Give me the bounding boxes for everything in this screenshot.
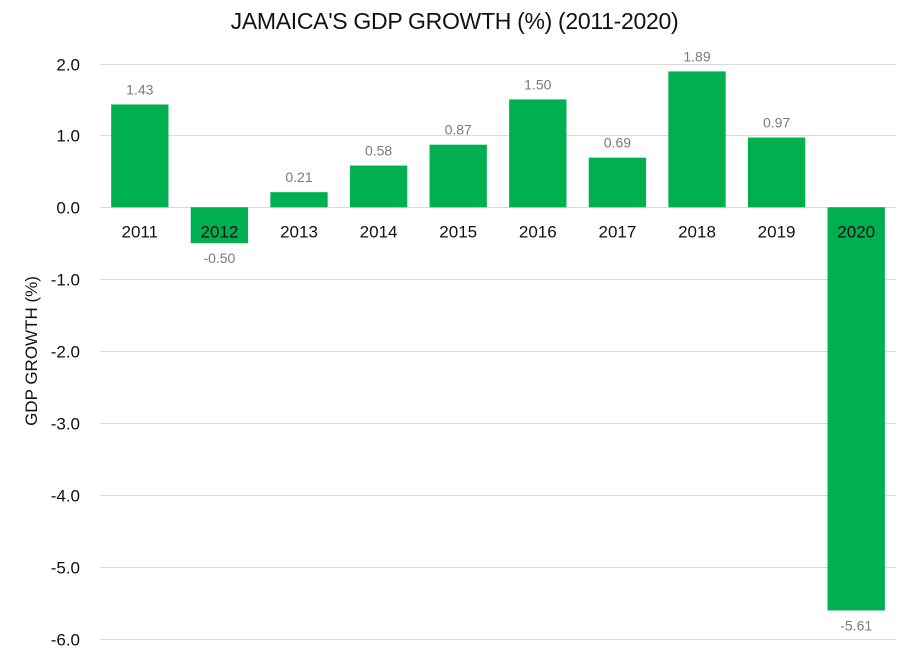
bar-2012 — [190, 207, 249, 244]
data-label: 0.69 — [604, 135, 631, 151]
bar-2020 — [827, 207, 885, 611]
y-tick-label: 0.0 — [56, 199, 80, 218]
bar-2017 — [588, 157, 647, 208]
data-label: 1.50 — [524, 76, 551, 92]
y-tick-label: -2.0 — [51, 343, 80, 362]
bar-2014 — [349, 165, 408, 208]
bars — [111, 71, 885, 611]
y-tick-label: 2.0 — [56, 56, 80, 75]
data-label: -5.61 — [840, 617, 872, 633]
bar-2019 — [747, 137, 806, 208]
bar-2013 — [270, 192, 328, 208]
y-tick-label: -3.0 — [51, 415, 80, 434]
x-category-label: 2011 — [122, 222, 159, 241]
x-category-label: 2015 — [439, 222, 477, 241]
y-tick-label: -4.0 — [51, 487, 80, 506]
x-category-label: 2017 — [598, 222, 636, 241]
data-label: 0.87 — [445, 122, 472, 138]
bar-2015 — [429, 144, 487, 208]
bar-2011 — [111, 104, 169, 208]
bar-2018 — [668, 71, 726, 208]
x-category-label: 2013 — [280, 222, 318, 241]
y-tick-label: -5.0 — [51, 559, 80, 578]
y-tick-label: -1.0 — [51, 271, 80, 290]
y-tick-label: -6.0 — [51, 631, 80, 650]
x-category-label: 2012 — [200, 222, 238, 241]
x-category-label: 2016 — [519, 222, 557, 241]
x-category-labels: 2011 2012 2013 2014 2015 2016 2017 2018 2019 2020 — [122, 222, 876, 241]
bar-2016 — [509, 99, 567, 208]
data-label: 0.21 — [285, 169, 312, 185]
data-label: 1.89 — [683, 48, 710, 64]
y-tick-labels: 2.0 1.0 0.0 -1.0 -2.0 -3.0 -4.0 -5.0 -6.0 — [51, 56, 80, 650]
x-category-label: 2020 — [837, 222, 875, 241]
data-label: 1.43 — [126, 81, 153, 97]
x-category-label: 2018 — [678, 222, 716, 241]
data-labels: 1.43 -0.50 0.21 0.58 0.87 1.50 0.69 1.89 0.97 -5.… — [126, 48, 872, 633]
data-label: 0.58 — [365, 143, 392, 159]
chart-title: JAMAICA'S GDP GROWTH (%) (2011-2020) — [230, 8, 679, 34]
data-label: -0.50 — [203, 250, 235, 266]
x-category-label: 2019 — [758, 222, 796, 241]
data-label: 0.97 — [763, 115, 790, 131]
y-tick-label: 1.0 — [56, 127, 80, 146]
x-category-label: 2014 — [360, 222, 398, 241]
